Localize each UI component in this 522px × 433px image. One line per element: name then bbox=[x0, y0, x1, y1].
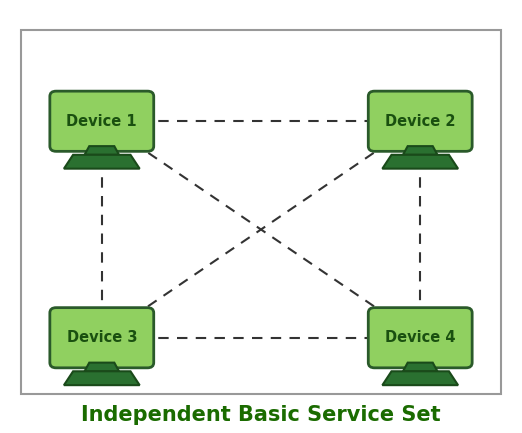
Polygon shape bbox=[85, 363, 119, 371]
FancyBboxPatch shape bbox=[369, 307, 472, 368]
Text: Device 2: Device 2 bbox=[385, 114, 456, 129]
Polygon shape bbox=[382, 155, 458, 169]
Polygon shape bbox=[85, 146, 119, 155]
Text: Independent Basic Service Set: Independent Basic Service Set bbox=[81, 405, 441, 425]
FancyBboxPatch shape bbox=[369, 91, 472, 152]
Text: Device 3: Device 3 bbox=[66, 330, 137, 345]
Bar bbox=[21, 30, 501, 394]
Polygon shape bbox=[403, 363, 437, 371]
FancyBboxPatch shape bbox=[50, 307, 153, 368]
Polygon shape bbox=[64, 155, 140, 169]
Polygon shape bbox=[382, 371, 458, 385]
Polygon shape bbox=[403, 146, 437, 155]
Text: Device 1: Device 1 bbox=[66, 114, 137, 129]
Polygon shape bbox=[64, 371, 140, 385]
FancyBboxPatch shape bbox=[50, 91, 153, 152]
Text: Device 4: Device 4 bbox=[385, 330, 456, 345]
